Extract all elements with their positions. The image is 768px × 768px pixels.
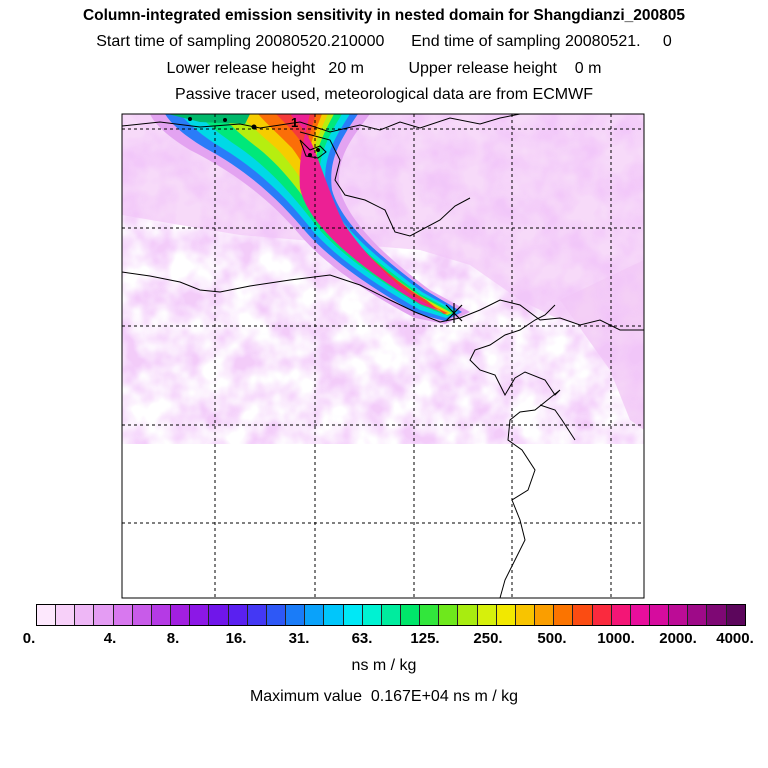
colorbar-swatch <box>132 605 152 625</box>
colorbar-swatch <box>477 605 497 625</box>
colorbar-swatch <box>573 605 593 625</box>
colorbar <box>36 604 746 626</box>
lat-lon-grid <box>122 114 644 598</box>
colorbar-swatch <box>305 605 325 625</box>
colorbar-swatch <box>669 605 689 625</box>
colorbar-swatch <box>439 605 459 625</box>
colorbar-tick-label: 125. <box>410 630 440 647</box>
map-label: 1 <box>291 115 298 130</box>
colorbar-swatch <box>611 605 631 625</box>
colorbar-swatch <box>247 605 267 625</box>
colorbar-swatch <box>190 605 210 625</box>
colorbar-swatch <box>94 605 114 625</box>
colorbar-swatch <box>171 605 191 625</box>
plot-title: Column-integrated emission sensitivity i… <box>82 7 686 24</box>
colorbar-tick-label: 4000. <box>716 630 754 647</box>
colorbar-tick-label: 4. <box>103 630 117 647</box>
colorbar-swatch <box>535 605 555 625</box>
colorbar-swatch <box>324 605 344 625</box>
colorbar-swatch <box>458 605 478 625</box>
colorbar-swatch <box>113 605 133 625</box>
colorbar-swatch <box>726 605 745 625</box>
colorbar-swatch <box>266 605 287 625</box>
colorbar-swatch <box>630 605 650 625</box>
colorbar-tick-label: 8. <box>166 630 180 647</box>
colorbar-tick-label: 16. <box>225 630 247 647</box>
colorbar-swatch <box>56 605 76 625</box>
colorbar-swatch <box>37 605 57 625</box>
colorbar-swatch <box>515 605 536 625</box>
colorbar-swatch <box>381 605 401 625</box>
release-heights: Lower release height 20 m Upper release … <box>166 60 602 77</box>
colorbar-swatch <box>151 605 172 625</box>
colorbar-unit: ns m / kg <box>351 657 417 674</box>
colorbar-swatch <box>362 605 382 625</box>
colorbar-tick-label: 500. <box>537 630 567 647</box>
colorbar-tick-label: 0. <box>22 630 36 647</box>
sampling-times: Start time of sampling 20080520.210000 E… <box>96 33 672 50</box>
colorbar-swatch <box>496 605 516 625</box>
colorbar-tick-label: 2000. <box>659 630 697 647</box>
colorbar-swatch <box>400 605 421 625</box>
colorbar-swatch <box>592 605 612 625</box>
maximum-value: Maximum value 0.167E+04 ns m / kg <box>249 688 519 705</box>
colorbar-swatch <box>286 605 306 625</box>
colorbar-swatch <box>209 605 229 625</box>
colorbar-swatch <box>228 605 248 625</box>
colorbar-tick-label: 250. <box>473 630 503 647</box>
colorbar-swatch <box>707 605 727 625</box>
map-frame <box>121 113 645 599</box>
sensitivity-field <box>122 114 644 444</box>
colorbar-tick-label: 31. <box>288 630 310 647</box>
tracer-info: Passive tracer used, meteorological data… <box>175 86 593 103</box>
colorbar-swatch <box>75 605 95 625</box>
colorbar-swatch <box>688 605 708 625</box>
x-marker-icon <box>445 303 463 323</box>
colorbar-swatch <box>650 605 670 625</box>
location-dots <box>188 117 320 157</box>
colorbar-tick-label: 1000. <box>597 630 635 647</box>
colorbar-swatch <box>343 605 363 625</box>
colorbar-swatch <box>554 605 574 625</box>
colorbar-swatch <box>420 605 440 625</box>
colorbar-tick-label: 63. <box>351 630 373 647</box>
emission-sensitivity-map: 1 <box>121 113 645 599</box>
